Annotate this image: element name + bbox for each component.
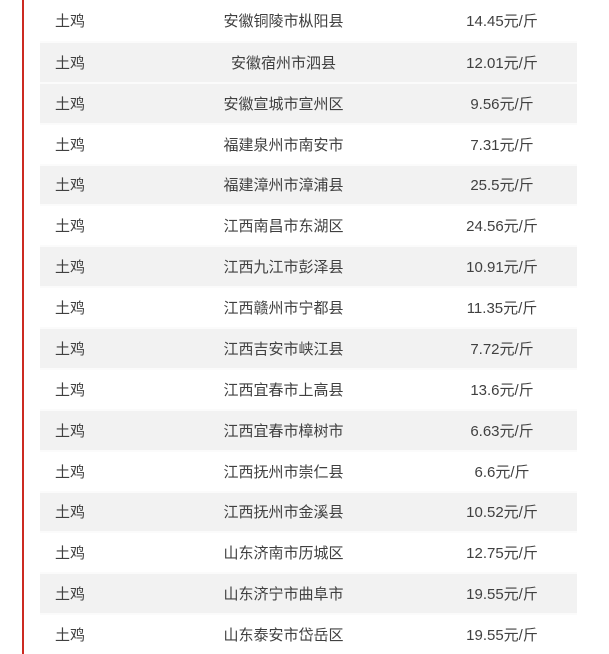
price-cell: 19.55元/斤 bbox=[466, 627, 538, 645]
location-cell: 安徽宿州市泗县 bbox=[230, 54, 336, 72]
location-cell: 安徽宣城市宣州区 bbox=[223, 95, 344, 113]
table-row: 土鸡 江西宜春市樟树市 6.63元/斤 bbox=[40, 408, 577, 450]
table-row: 土鸡 江西抚州市金溪县 10.52元/斤 bbox=[40, 490, 577, 532]
price-cell: 6.63元/斤 bbox=[470, 422, 534, 440]
table-row: 土鸡 安徽宿州市泗县 12.01元/斤 bbox=[40, 40, 577, 82]
price-cell: 14.45元/斤 bbox=[466, 12, 538, 30]
location-cell: 福建泉州市南安市 bbox=[223, 136, 344, 154]
breed-cell: 土鸡 bbox=[54, 95, 85, 113]
table-row: 土鸡 江西吉安市峡江县 7.72元/斤 bbox=[40, 327, 577, 368]
price-cell: 12.75元/斤 bbox=[466, 545, 538, 563]
breed-cell: 土鸡 bbox=[54, 545, 85, 563]
table-row: 土鸡 安徽铜陵市枞阳县 14.45元/斤 bbox=[40, 0, 577, 41]
breed-cell: 土鸡 bbox=[54, 381, 85, 399]
price-cell: 7.72元/斤 bbox=[470, 340, 534, 358]
table-row: 土鸡 江西宜春市上高县 13.6元/斤 bbox=[40, 367, 577, 409]
location-cell: 江西赣州市宁都县 bbox=[223, 300, 344, 318]
breed-cell: 土鸡 bbox=[54, 218, 85, 236]
table-row: 土鸡 江西抚州市崇仁县 6.6元/斤 bbox=[40, 449, 577, 491]
price-cell: 24.56元/斤 bbox=[466, 218, 538, 236]
price-cell: 9.56元/斤 bbox=[470, 95, 534, 113]
breed-cell: 土鸡 bbox=[54, 300, 85, 318]
location-cell: 福建漳州市漳浦县 bbox=[223, 177, 344, 195]
breed-cell: 土鸡 bbox=[54, 12, 85, 30]
price-cell: 13.6元/斤 bbox=[470, 381, 534, 399]
price-cell: 6.6元/斤 bbox=[474, 463, 530, 481]
location-cell: 江西九江市彭泽县 bbox=[223, 259, 344, 277]
location-cell: 安徽铜陵市枞阳县 bbox=[223, 12, 344, 30]
table-row: 土鸡 山东泰安市岱岳区 19.55元/斤 bbox=[40, 613, 577, 654]
location-cell: 山东济南市历城区 bbox=[223, 545, 344, 563]
location-cell: 江西宜春市樟树市 bbox=[223, 422, 344, 440]
breed-cell: 土鸡 bbox=[54, 136, 85, 154]
table-row: 土鸡 山东济宁市曲阜市 19.55元/斤 bbox=[40, 572, 577, 614]
left-accent-line bbox=[22, 0, 24, 654]
table-row: 土鸡 山东济南市历城区 12.75元/斤 bbox=[40, 531, 577, 572]
table-row: 土鸡 安徽宣城市宣州区 9.56元/斤 bbox=[40, 81, 577, 123]
table-row: 土鸡 江西九江市彭泽县 10.91元/斤 bbox=[40, 245, 577, 287]
breed-cell: 土鸡 bbox=[54, 54, 85, 72]
price-cell: 7.31元/斤 bbox=[470, 136, 534, 154]
price-cell: 19.55元/斤 bbox=[466, 586, 538, 604]
breed-cell: 土鸡 bbox=[54, 422, 85, 440]
table-row: 土鸡 江西南昌市东湖区 24.56元/斤 bbox=[40, 204, 577, 245]
location-cell: 江西宜春市上高县 bbox=[223, 381, 344, 399]
location-cell: 山东济宁市曲阜市 bbox=[223, 586, 344, 604]
location-cell: 江西南昌市东湖区 bbox=[223, 218, 344, 236]
location-cell: 江西吉安市峡江县 bbox=[223, 340, 344, 358]
breed-cell: 土鸡 bbox=[54, 340, 85, 358]
location-cell: 江西抚州市崇仁县 bbox=[223, 463, 344, 481]
table-row: 土鸡 福建泉州市南安市 7.31元/斤 bbox=[40, 122, 577, 164]
price-table: 土鸡 安徽铜陵市枞阳县 14.45元/斤 土鸡 安徽宿州市泗县 12.01元/斤… bbox=[40, 0, 577, 654]
price-cell: 10.52元/斤 bbox=[466, 504, 538, 522]
table-row: 土鸡 江西赣州市宁都县 11.35元/斤 bbox=[40, 286, 577, 327]
table-row: 土鸡 福建漳州市漳浦县 25.5元/斤 bbox=[40, 163, 577, 205]
breed-cell: 土鸡 bbox=[54, 463, 85, 481]
breed-cell: 土鸡 bbox=[54, 586, 85, 604]
price-cell: 25.5元/斤 bbox=[470, 177, 534, 195]
location-cell: 江西抚州市金溪县 bbox=[223, 504, 344, 522]
price-cell: 10.91元/斤 bbox=[466, 259, 538, 277]
breed-cell: 土鸡 bbox=[54, 504, 85, 522]
location-cell: 山东泰安市岱岳区 bbox=[223, 627, 344, 645]
price-cell: 12.01元/斤 bbox=[466, 54, 538, 72]
price-cell: 11.35元/斤 bbox=[466, 300, 538, 318]
breed-cell: 土鸡 bbox=[54, 259, 85, 277]
breed-cell: 土鸡 bbox=[54, 177, 85, 195]
breed-cell: 土鸡 bbox=[54, 627, 85, 645]
